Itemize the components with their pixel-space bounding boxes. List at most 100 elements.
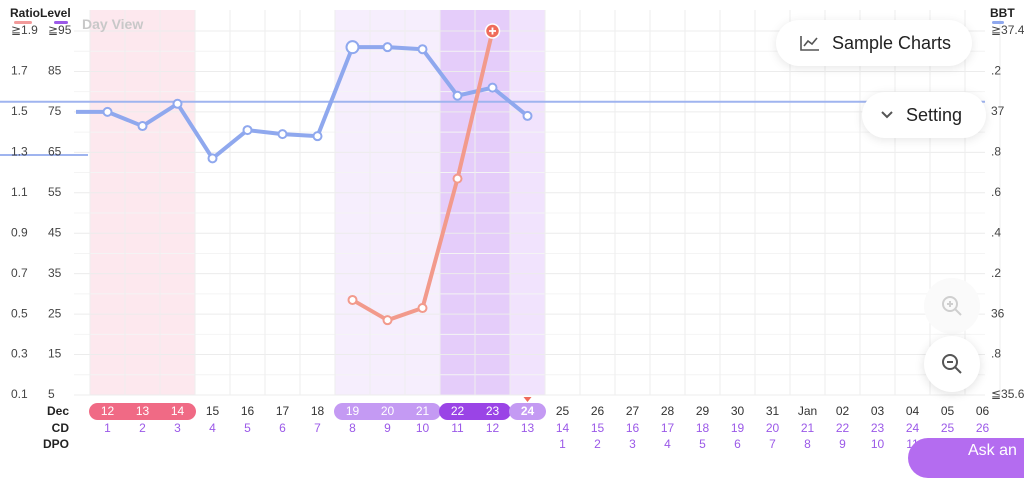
bbt-point: [417, 44, 428, 55]
bbt-tick-label: 36: [991, 306, 1005, 320]
date-label: 16: [241, 404, 255, 418]
setting-button[interactable]: Setting: [862, 92, 986, 138]
cd-label: 13: [521, 421, 535, 435]
view-mode-label: Day View: [82, 16, 144, 32]
bbt-tick-label: ≦35.6: [991, 387, 1024, 401]
month-row-label: Dec: [47, 404, 69, 418]
cd-label: 26: [976, 421, 990, 435]
cd-label: 14: [556, 421, 570, 435]
x-axis-rows: DecCDDPO12113214315416517618719820921102…: [43, 397, 990, 451]
level-axis-label: Level: [40, 6, 71, 20]
ask-button[interactable]: Ask an: [908, 438, 1024, 478]
bbt-point: [382, 42, 393, 53]
dpo-label: 4: [664, 437, 671, 451]
date-label: 25: [556, 404, 570, 418]
cd-label: 11: [451, 421, 464, 435]
dpo-label: 9: [839, 437, 846, 451]
level-tick-label: 85: [48, 64, 62, 78]
date-label: 05: [941, 404, 955, 418]
cd-label: 22: [836, 421, 850, 435]
bbt-point: [172, 98, 183, 109]
date-label: 12: [101, 404, 115, 418]
ratio-tick-label: 0.7: [11, 266, 28, 280]
cd-label: 7: [314, 421, 321, 435]
date-label: 21: [416, 404, 430, 418]
bbt-point: [345, 40, 360, 55]
zoom-in-button[interactable]: [924, 278, 980, 334]
cd-label: 25: [941, 421, 955, 435]
cd-row-label: CD: [52, 421, 70, 435]
date-label: 15: [206, 404, 220, 418]
date-label: 28: [661, 404, 675, 418]
cd-label: 4: [209, 421, 216, 435]
level-tick-label: 35: [48, 266, 62, 280]
bbt-point: [522, 110, 533, 121]
zoom-out-button[interactable]: [924, 336, 980, 392]
date-label: 19: [346, 404, 360, 418]
cd-label: 8: [349, 421, 356, 435]
cd-label: 6: [279, 421, 286, 435]
date-label: 17: [276, 404, 290, 418]
cd-label: 19: [731, 421, 745, 435]
ratio-tick-label: 1.5: [11, 104, 28, 118]
bbt-tick-label: .8: [991, 145, 1001, 159]
cd-label: 16: [626, 421, 640, 435]
date-label: 14: [171, 404, 185, 418]
date-label: 23: [486, 404, 500, 418]
fertile-band: [335, 10, 440, 395]
bbt-tick-label: .2: [991, 64, 1001, 78]
level-tick-label: 65: [48, 145, 62, 159]
chart-series: [0, 23, 985, 326]
date-label: 30: [731, 404, 745, 418]
cd-label: 9: [384, 421, 391, 435]
ratio-legend-swatch: [14, 21, 32, 24]
ratio-tick-label: 0.5: [11, 306, 28, 320]
dpo-label: 7: [769, 437, 776, 451]
level-tick-label: 5: [48, 387, 55, 401]
bbt-legend-swatch: [992, 21, 1004, 24]
bbt-point: [277, 129, 288, 140]
dpo-label: 3: [629, 437, 636, 451]
dpo-label: 5: [699, 437, 706, 451]
level-tick-label: 25: [48, 306, 62, 320]
date-label: 20: [381, 404, 395, 418]
ratio-point: [452, 173, 463, 184]
dpo-row-label: DPO: [43, 437, 69, 451]
ratio-axis-label: Ratio: [10, 6, 40, 20]
date-label: 02: [836, 404, 850, 418]
sample-charts-button[interactable]: Sample Charts: [776, 20, 972, 66]
zoom-out-icon: [940, 352, 964, 376]
level-tick-label: 15: [48, 347, 62, 361]
cd-label: 23: [871, 421, 885, 435]
level-tick-label: 75: [48, 104, 62, 118]
bbt-point: [452, 90, 463, 101]
period-pill: [89, 403, 196, 420]
bbt-point: [487, 82, 498, 93]
date-label: 24: [521, 404, 535, 418]
bbt-point: [102, 106, 113, 117]
cd-label: 5: [244, 421, 251, 435]
bbt-point: [137, 121, 148, 132]
date-label: 26: [591, 404, 605, 418]
level-legend-swatch: [54, 21, 68, 24]
ratio-tick-label: 0.3: [11, 347, 28, 361]
dpo-label: 6: [734, 437, 741, 451]
bbt-tick-label: .4: [991, 225, 1001, 239]
date-label: 31: [766, 404, 780, 418]
date-label: 13: [136, 404, 150, 418]
cd-label: 2: [139, 421, 146, 435]
bbt-tick-label: .8: [991, 347, 1001, 361]
bbt-point: [207, 153, 218, 164]
cycle-chart[interactable]: ≧1.9 ≧95 ≧37.41.7 85.21.5 75 371.3 65.81.1 55.6…: [0, 0, 1024, 454]
level-tick-label: ≧95: [48, 23, 72, 37]
cd-label: 24: [906, 421, 920, 435]
setting-label: Setting: [906, 104, 963, 125]
cd-label: 15: [591, 421, 605, 435]
ratio-point: [417, 303, 428, 314]
sample-charts-label: Sample Charts: [832, 32, 952, 53]
period-band: [90, 10, 195, 395]
ask-label: Ask an: [968, 442, 1017, 459]
ratio-tick-label: 1.7: [11, 64, 28, 78]
bbt-line: [76, 45, 529, 161]
date-label: 29: [696, 404, 710, 418]
